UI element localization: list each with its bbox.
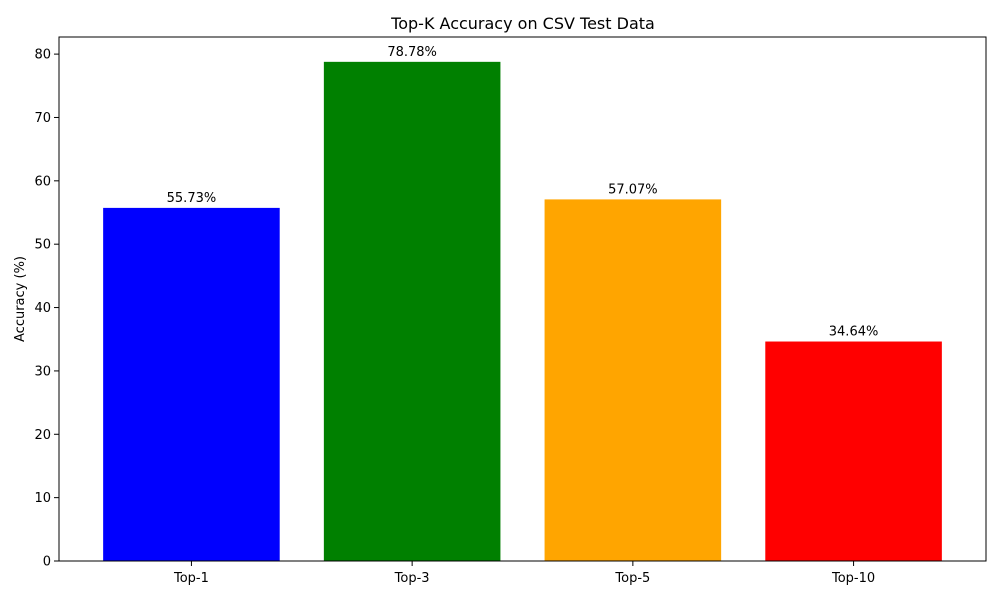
y-tick-label: 20: [34, 428, 51, 443]
bar-top-1: [103, 207, 280, 561]
x-tick-label: Top-1: [173, 571, 209, 586]
y-axis-label: Accuracy (%): [13, 256, 28, 342]
y-tick-label: 80: [34, 48, 51, 63]
y-tick-label: 0: [43, 555, 51, 570]
chart-title: Top-K Accuracy on CSV Test Data: [390, 14, 655, 33]
plot-frame: [58, 36, 987, 562]
x-axis: Top-1 Top-3 Top-5 Top-10: [173, 561, 875, 586]
value-label: 34.64%: [829, 325, 879, 340]
bar-top-3: [323, 61, 501, 562]
x-tick-label: Top-3: [394, 571, 430, 586]
value-label: 55.73%: [167, 191, 217, 206]
y-tick-label: 60: [34, 174, 51, 189]
bar-top-5: [544, 199, 722, 561]
y-axis: 0 10 20 30 40 50 60 70 80: [34, 48, 59, 570]
y-tick-label: 10: [34, 491, 51, 506]
value-label: 57.07%: [608, 182, 658, 197]
bar-top-10: [765, 341, 942, 561]
y-tick-label: 30: [34, 364, 51, 379]
y-tick-label: 40: [34, 301, 51, 316]
y-tick-label: 70: [34, 111, 51, 126]
value-labels-group: 55.73% 78.78% 57.07% 34.64%: [167, 45, 879, 340]
bars-group: [103, 61, 942, 562]
y-tick-label: 50: [34, 238, 51, 253]
value-label: 78.78%: [387, 45, 437, 60]
x-tick-label: Top-10: [831, 571, 875, 586]
x-tick-label: Top-5: [614, 571, 650, 586]
